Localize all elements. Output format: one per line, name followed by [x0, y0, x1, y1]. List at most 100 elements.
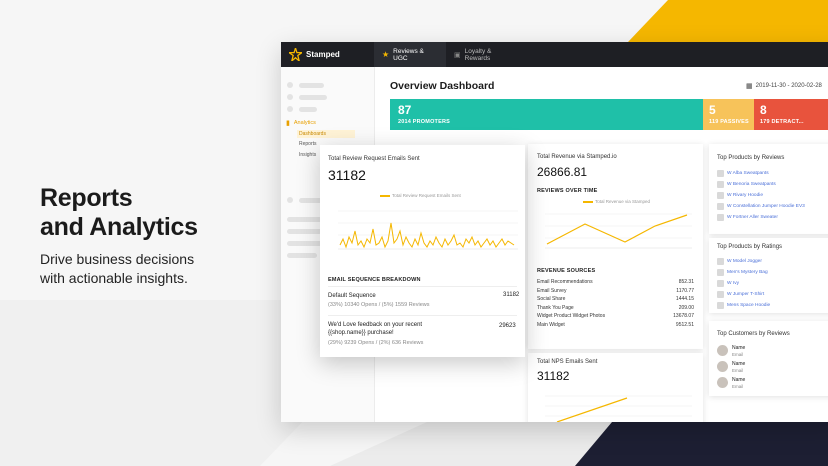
brand[interactable]: Stamped	[289, 48, 340, 61]
revenue-line	[546, 214, 688, 245]
sidebar-item-analytics[interactable]: ▮ Analytics	[286, 119, 316, 127]
card-value: 26866.81	[537, 165, 588, 179]
hero-subtitle-line2: with actionable insights.	[40, 270, 188, 286]
customer-item[interactable]: Name Email	[717, 361, 745, 373]
product-thumbnail	[717, 181, 724, 188]
product-link[interactable]: Men's Mystery Bag	[717, 269, 768, 276]
sidebar-item-reports[interactable]: Reports	[299, 141, 317, 147]
hero-subtitle: Drive business decisions with actionable…	[40, 250, 260, 288]
product-link[interactable]: W Constellation Jumper Hoodie EV3	[717, 203, 805, 210]
sidebar-placeholder	[299, 107, 317, 112]
hero-text: Reports and Analytics Drive business dec…	[40, 184, 260, 288]
customer-email: Email	[732, 352, 744, 357]
sidebar-item-dashboards[interactable]: Dashboards	[297, 130, 355, 138]
stamped-logo-icon	[289, 48, 302, 61]
emails-sent-card: Total Review Request Emails Sent 31182 T…	[320, 145, 525, 357]
tab-loyalty-rewards[interactable]: ▣ Loyalty & Rewards	[446, 42, 526, 67]
product-link[interactable]: Mens Space Hoodie	[717, 302, 770, 309]
section-title: REVIEWS OVER TIME	[537, 188, 598, 194]
sequence-value: 31182	[503, 292, 520, 298]
product-name: W Model Jogger	[727, 259, 762, 264]
customer-info: Name Email	[732, 361, 745, 373]
revenue-source-value: 1444.15	[675, 296, 694, 302]
nps-passives-bar: 5 119 PASSIVES	[703, 99, 754, 130]
customer-info: Name Email	[732, 377, 745, 389]
product-name: W Rivary Hoodie	[727, 193, 763, 198]
hero-title: Reports and Analytics	[40, 184, 260, 242]
card-title: Top Customers by Reviews	[717, 331, 790, 337]
customer-name: Name	[732, 345, 746, 351]
product-thumbnail	[717, 170, 724, 177]
sequence-value: 29623	[499, 323, 516, 329]
detractors-label: 179 DETRACT...	[760, 119, 804, 125]
customer-email: Email	[732, 368, 744, 373]
chart-legend: Total Revenue via Stamped	[583, 199, 650, 204]
nps-emails-card: Total NPS Emails Sent 31182	[528, 353, 703, 422]
revenue-source-value: 209.00	[678, 304, 694, 311]
section-title: EMAIL SEQUENCE BREAKDOWN	[328, 277, 421, 283]
revenue-source-value: 1170.77	[676, 287, 694, 294]
brand-name: Stamped	[306, 50, 340, 59]
card-title: Total Review Request Emails Sent	[328, 156, 420, 162]
top-products-ratings-card: Top Products by Ratings W Model Jogger Me…	[709, 238, 828, 313]
date-range-text: 2019-11-30 - 2020-02-28	[755, 83, 822, 89]
date-range-picker[interactable]: ▦ 2019-11-30 - 2020-02-28	[746, 82, 822, 90]
sidebar-placeholder	[287, 253, 317, 258]
sequence-name-line2: {{shop.name}} purchase!	[328, 330, 394, 336]
divider	[328, 286, 517, 287]
product-link[interactable]: W Jumper T-Shirt	[717, 291, 764, 298]
sidebar-placeholder-icon	[287, 82, 293, 88]
emails-sent-chart	[338, 210, 518, 250]
divider	[328, 315, 517, 316]
product-name: W Constellation Jumper Hoodie EV3	[727, 204, 805, 209]
sidebar-placeholder	[299, 83, 324, 88]
product-name: W Alba Sweatpants	[727, 171, 769, 176]
hero-title-line2: and Analytics	[40, 213, 198, 241]
emails-sent-line	[339, 222, 515, 249]
avatar	[717, 345, 728, 356]
sequence-name: We'd Love feedback on your recent	[328, 322, 423, 328]
product-link[interactable]: W Fortner Aller Sweater	[717, 214, 778, 221]
sidebar-item-label: Analytics	[293, 120, 316, 126]
product-link[interactable]: W Model Jogger	[717, 258, 762, 265]
sidebar-placeholder-icon	[287, 106, 293, 112]
product-link[interactable]: W Rivary Hoodie	[717, 192, 763, 199]
product-name: W Ivy	[727, 281, 739, 286]
product-link[interactable]: W Ivy	[717, 280, 739, 287]
product-name: W Jumper T-Shirt	[727, 292, 765, 297]
product-link[interactable]: W Benoria Sweatpants	[717, 181, 776, 188]
customer-item[interactable]: Name Email	[717, 345, 745, 357]
chart-legend: Total Review Request Emails Sent	[380, 193, 461, 198]
sequence-name: Default Sequence	[328, 293, 376, 299]
product-name: Men's Mystery Bag	[727, 270, 768, 275]
top-products-reviews-card: Top Products by Reviews W Alba Sweatpant…	[709, 144, 828, 234]
hero-title-line1: Reports	[40, 184, 133, 212]
yellow-corner-shape	[628, 0, 828, 42]
star-icon: ★	[382, 50, 390, 59]
sidebar-placeholder	[287, 229, 322, 234]
promoters-value: 87	[398, 103, 412, 117]
product-thumbnail	[717, 258, 724, 265]
revenue-source-label: Thank You Page	[537, 304, 574, 311]
hero-subtitle-line1: Drive business decisions	[40, 251, 195, 267]
revenue-source-label: Social Share	[537, 296, 566, 302]
top-bar: Stamped ★ Reviews & UGC ▣ Loyalty & Rewa…	[281, 42, 828, 67]
product-thumbnail	[717, 302, 724, 309]
revenue-source-value: 852.31	[678, 279, 694, 285]
card-value: 31182	[537, 369, 570, 383]
tab-reviews-ugc[interactable]: ★ Reviews & UGC	[374, 42, 446, 67]
tab-label: Reviews & UGC	[393, 47, 424, 62]
customer-item[interactable]: Name Email	[717, 377, 745, 389]
legend-label: Total Review Request Emails Sent	[392, 193, 461, 198]
legend-label: Total Revenue via Stamped	[595, 199, 651, 204]
avatar	[717, 361, 728, 372]
nps-promoters-bar: 87 2014 PROMOTERS	[390, 99, 703, 130]
passives-label: 119 PASSIVES	[709, 119, 749, 125]
product-thumbnail	[717, 269, 724, 276]
sidebar-item-insights[interactable]: Insights	[299, 152, 317, 158]
tab-label: Loyalty & Rewards	[464, 47, 492, 62]
card-title: Top Products by Ratings	[717, 244, 783, 250]
product-thumbnail	[717, 192, 724, 199]
revenue-source-label: Email Recommendations	[537, 279, 593, 285]
product-link[interactable]: W Alba Sweatpants	[717, 170, 769, 177]
